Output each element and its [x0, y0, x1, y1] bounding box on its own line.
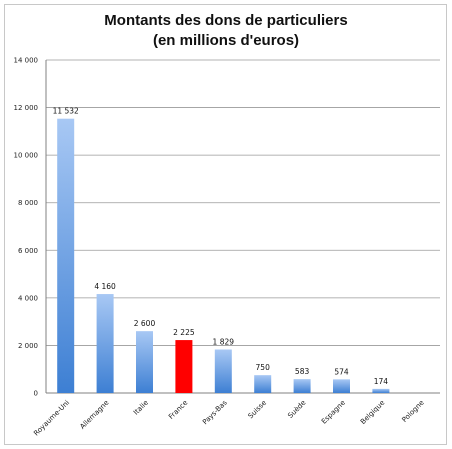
- x-tick-label: Royaume-Uni: [32, 399, 71, 438]
- x-tick-label: Suède: [286, 399, 307, 420]
- bar: [57, 118, 75, 394]
- x-tick-label: Italie: [132, 399, 150, 417]
- x-tick-label: Allemagne: [78, 399, 110, 431]
- y-tick-label: 10 000: [14, 152, 39, 160]
- bar: [372, 388, 390, 393]
- y-tick-label: 4 000: [18, 294, 38, 302]
- value-label: 574: [334, 367, 349, 376]
- x-tick-label: Espagne: [320, 399, 347, 426]
- y-tick-label: 12 000: [14, 104, 39, 112]
- x-tick-label: Pologne: [400, 399, 425, 424]
- value-label: 11 532: [53, 107, 79, 116]
- bar: [175, 340, 193, 393]
- value-label: 2 225: [173, 328, 195, 337]
- y-tick-label: 14 000: [14, 57, 39, 65]
- value-label: 174: [374, 377, 389, 386]
- x-tick-label: Pays-Bas: [201, 399, 229, 427]
- y-tick-label: 6 000: [18, 247, 38, 255]
- y-tick-label: 0: [34, 390, 38, 398]
- y-tick-label: 2 000: [18, 342, 38, 350]
- value-label: 2 600: [134, 319, 156, 328]
- x-tick-label: Suisse: [247, 399, 269, 421]
- y-tick-labels: 0 2 000 4 000 6 000 8 000 10 000 12 000 14 000: [14, 57, 39, 398]
- bar: [254, 375, 272, 393]
- value-label: 4 160: [94, 282, 116, 291]
- bar: [333, 379, 350, 393]
- bar: [293, 379, 311, 393]
- bar: [214, 349, 232, 393]
- value-label: 750: [256, 363, 271, 372]
- x-tick-label: France: [167, 399, 189, 421]
- value-label: 1 829: [213, 337, 235, 346]
- chart-title: Montants des dons de particuliers: [104, 12, 347, 29]
- x-tick-labels: Royaume-Uni Allemagne Italie France Pays-Bas…: [32, 399, 425, 438]
- value-labels: 11 532 4 160 2 600 2 225 1 829 750 583 574 174: [53, 107, 389, 386]
- value-label: 583: [295, 367, 310, 376]
- bar: [96, 294, 114, 393]
- y-tick-label: 8 000: [18, 199, 38, 207]
- bars: [57, 118, 390, 394]
- x-tick-label: Belgique: [359, 399, 386, 426]
- bar: [136, 331, 153, 393]
- chart-subtitle: (en millions d'euros): [153, 32, 299, 49]
